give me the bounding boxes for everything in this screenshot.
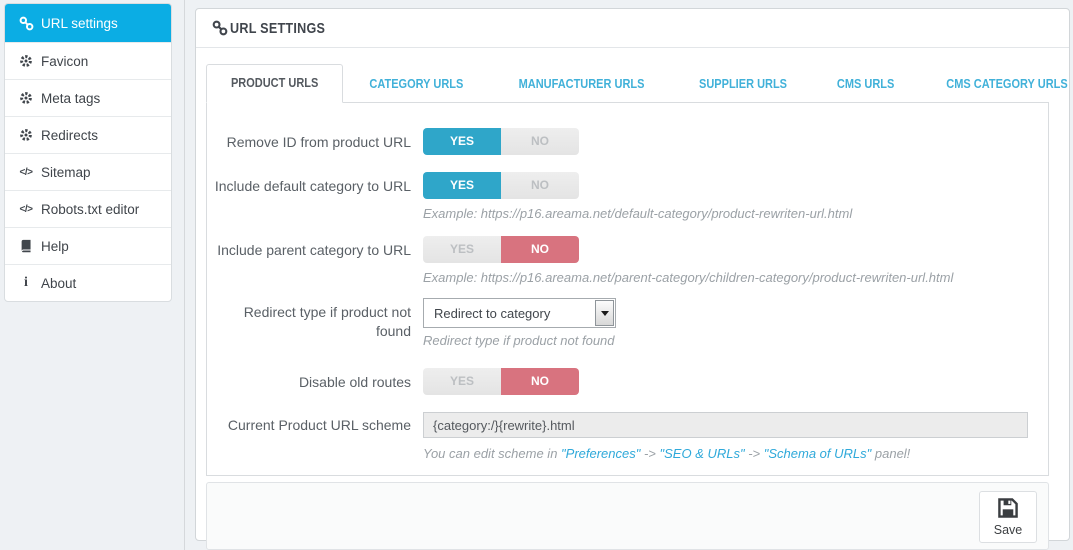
seo-urls-link[interactable]: "SEO & URLs" [659,446,745,461]
example-url-text: Example: https://p16.areama.net/parent-c… [423,270,954,285]
disable-old-routes-toggle[interactable]: YES NO [423,368,579,395]
redirect-type-selected-value: Redirect to category [434,305,551,321]
form-row-default-category: Include default category to URL YES NO E… [207,172,1048,221]
page-title: URL SETTINGS [230,19,326,37]
product-urls-form: Remove ID from product URL YES NO Includ… [206,102,1049,476]
tab-cms-urls[interactable]: CMS URLS [837,77,895,91]
scheme-edit-note: You can edit scheme in "Preferences" -> … [423,446,911,461]
redirect-type-select[interactable]: Redirect to category [423,298,616,328]
remove-id-toggle[interactable]: YES NO [423,128,579,155]
url-type-tabs: PRODUCT URLS CATEGORY URLS MANUFACTURER … [206,64,1068,103]
panel-footer: Save [206,482,1049,550]
sidebar-item-robots-editor[interactable]: </> Robots.txt editor [5,190,171,227]
default-category-toggle[interactable]: YES NO [423,172,579,199]
tab-category-urls[interactable]: CATEGORY URLS [369,77,464,91]
code-icon: </> [19,203,33,215]
sidebar-item-url-settings[interactable]: URL settings [5,4,171,42]
field-label: Include parent category to URL [217,242,411,258]
gear-icon [17,91,35,105]
tab-cms-category-urls[interactable]: CMS CATEGORY URLS [946,77,1069,91]
sidebar-item-label: Help [41,238,69,254]
sidebar-item-favicon[interactable]: Favicon [5,42,171,79]
sidebar-item-label: Robots.txt editor [41,201,140,217]
tab-supplier-urls[interactable]: SUPPLIER URLS [699,77,788,91]
sidebar-item-redirects[interactable]: Redirects [5,116,171,153]
field-label: Redirect type if product not found [243,304,411,339]
form-row-disable-old-routes: Disable old routes YES NO [207,368,1048,395]
column-divider [184,0,185,550]
preferences-link[interactable]: "Preferences" [561,446,641,461]
sidebar-item-label: Redirects [41,127,99,143]
select-dropdown-button[interactable] [595,300,614,326]
sidebar-item-label: Meta tags [41,90,101,106]
tab-product-urls[interactable]: PRODUCT URLS [206,64,344,103]
schema-of-urls-link[interactable]: "Schema of URLs" [763,446,872,461]
form-row-url-scheme: Current Product URL scheme You can edit … [207,412,1048,461]
info-icon: i [24,275,28,290]
link-icon [212,20,228,36]
form-row-remove-id: Remove ID from product URL YES NO [207,128,1048,155]
field-label: Disable old routes [298,374,411,390]
parent-category-toggle[interactable]: YES NO [423,236,579,263]
save-icon [997,497,1019,522]
sidebar-item-meta-tags[interactable]: Meta tags [5,79,171,116]
field-label: Current Product URL scheme [227,417,411,433]
settings-sidebar: URL settings Favicon Meta tags Redirects… [4,3,172,302]
sidebar-item-help[interactable]: Help [5,227,171,264]
sidebar-item-sitemap[interactable]: </> Sitemap [5,153,171,190]
url-settings-panel: URL SETTINGS PRODUCT URLS CATEGORY URLS … [195,8,1070,550]
sidebar-item-label: URL settings [41,15,118,31]
chevron-down-icon [600,310,609,316]
example-url-text: Example: https://p16.areama.net/default-… [423,206,853,221]
save-button[interactable]: Save [979,491,1037,543]
save-button-label: Save [993,523,1023,537]
form-row-parent-category: Include parent category to URL YES NO Ex… [207,236,1048,285]
form-row-redirect-type: Redirect type if product not found Redir… [207,298,1048,348]
product-url-scheme-input[interactable] [423,412,1028,438]
gear-icon [17,128,35,142]
field-help-text: Redirect type if product not found [423,333,615,348]
field-label: Remove ID from product URL [226,134,411,150]
field-label: Include default category to URL [214,178,411,194]
book-icon [17,239,35,253]
code-icon: </> [19,166,33,178]
sidebar-item-label: About [41,275,77,291]
tab-manufacturer-urls[interactable]: MANUFACTURER URLS [518,77,645,91]
link-icon [17,16,35,31]
sidebar-item-label: Favicon [41,53,89,69]
gear-icon [17,54,35,68]
panel-header: URL SETTINGS [196,9,1069,48]
sidebar-item-about[interactable]: i About [5,264,171,301]
sidebar-item-label: Sitemap [41,164,91,180]
